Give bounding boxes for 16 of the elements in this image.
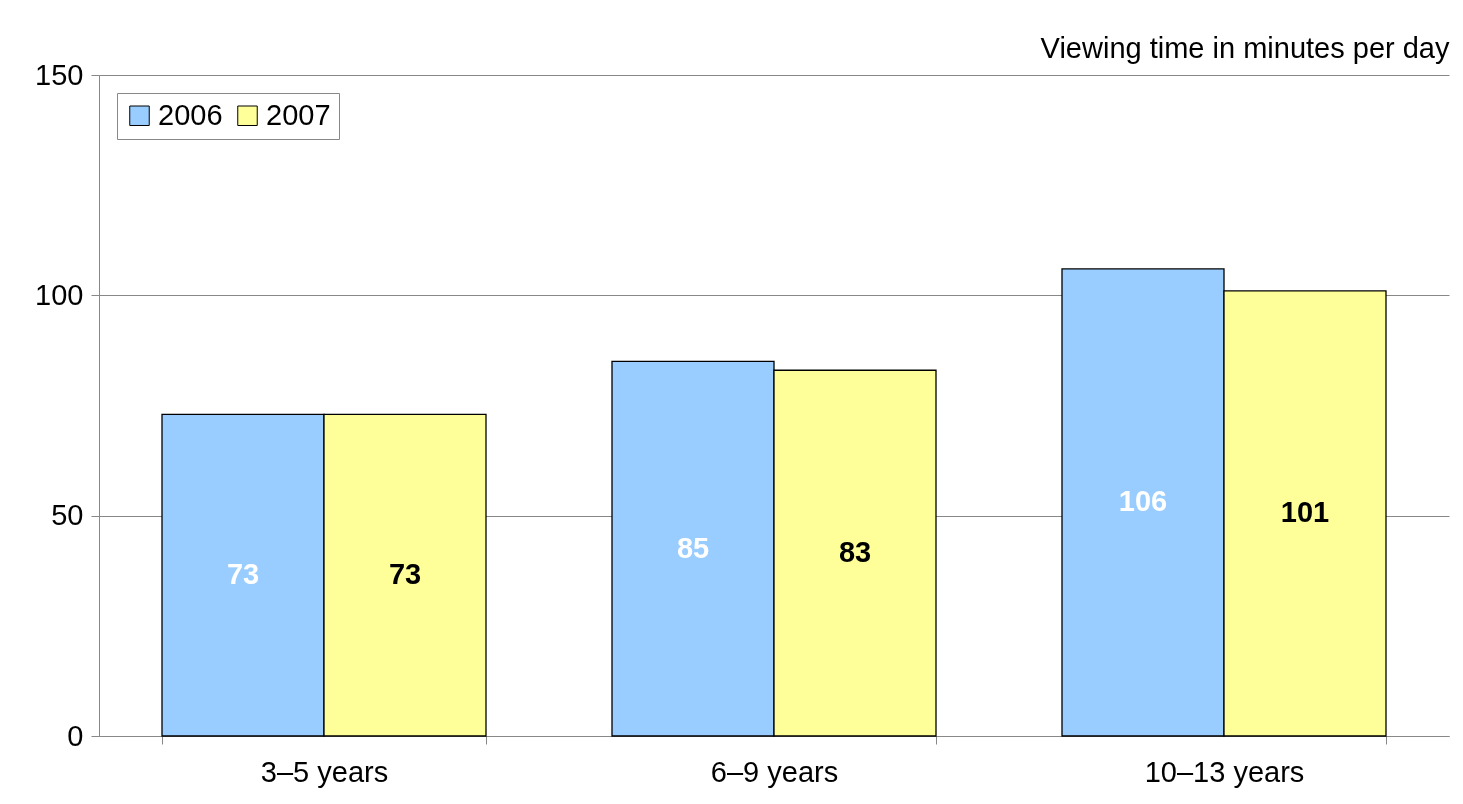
legend-label: 2007 (266, 98, 331, 131)
data-label: 85 (676, 531, 710, 564)
legend-label: 2006 (158, 98, 223, 131)
y-tick-label: 0 (67, 719, 84, 752)
y-tick-label: 150 (35, 58, 84, 91)
data-label: 73 (226, 558, 260, 591)
data-label: 83 (838, 536, 872, 569)
x-tick-label: 3–5 years (260, 755, 389, 788)
x-tick-label: 10–13 years (1144, 755, 1305, 788)
y-tick-label: 100 (35, 278, 84, 311)
y-axis-title: Viewing time in minutes per day (1040, 31, 1450, 64)
data-label: 73 (388, 558, 422, 591)
data-label: 101 (1280, 496, 1330, 529)
data-label: 106 (1118, 485, 1168, 518)
x-tick-label: 6–9 years (710, 755, 839, 788)
y-tick-label: 50 (51, 499, 84, 532)
